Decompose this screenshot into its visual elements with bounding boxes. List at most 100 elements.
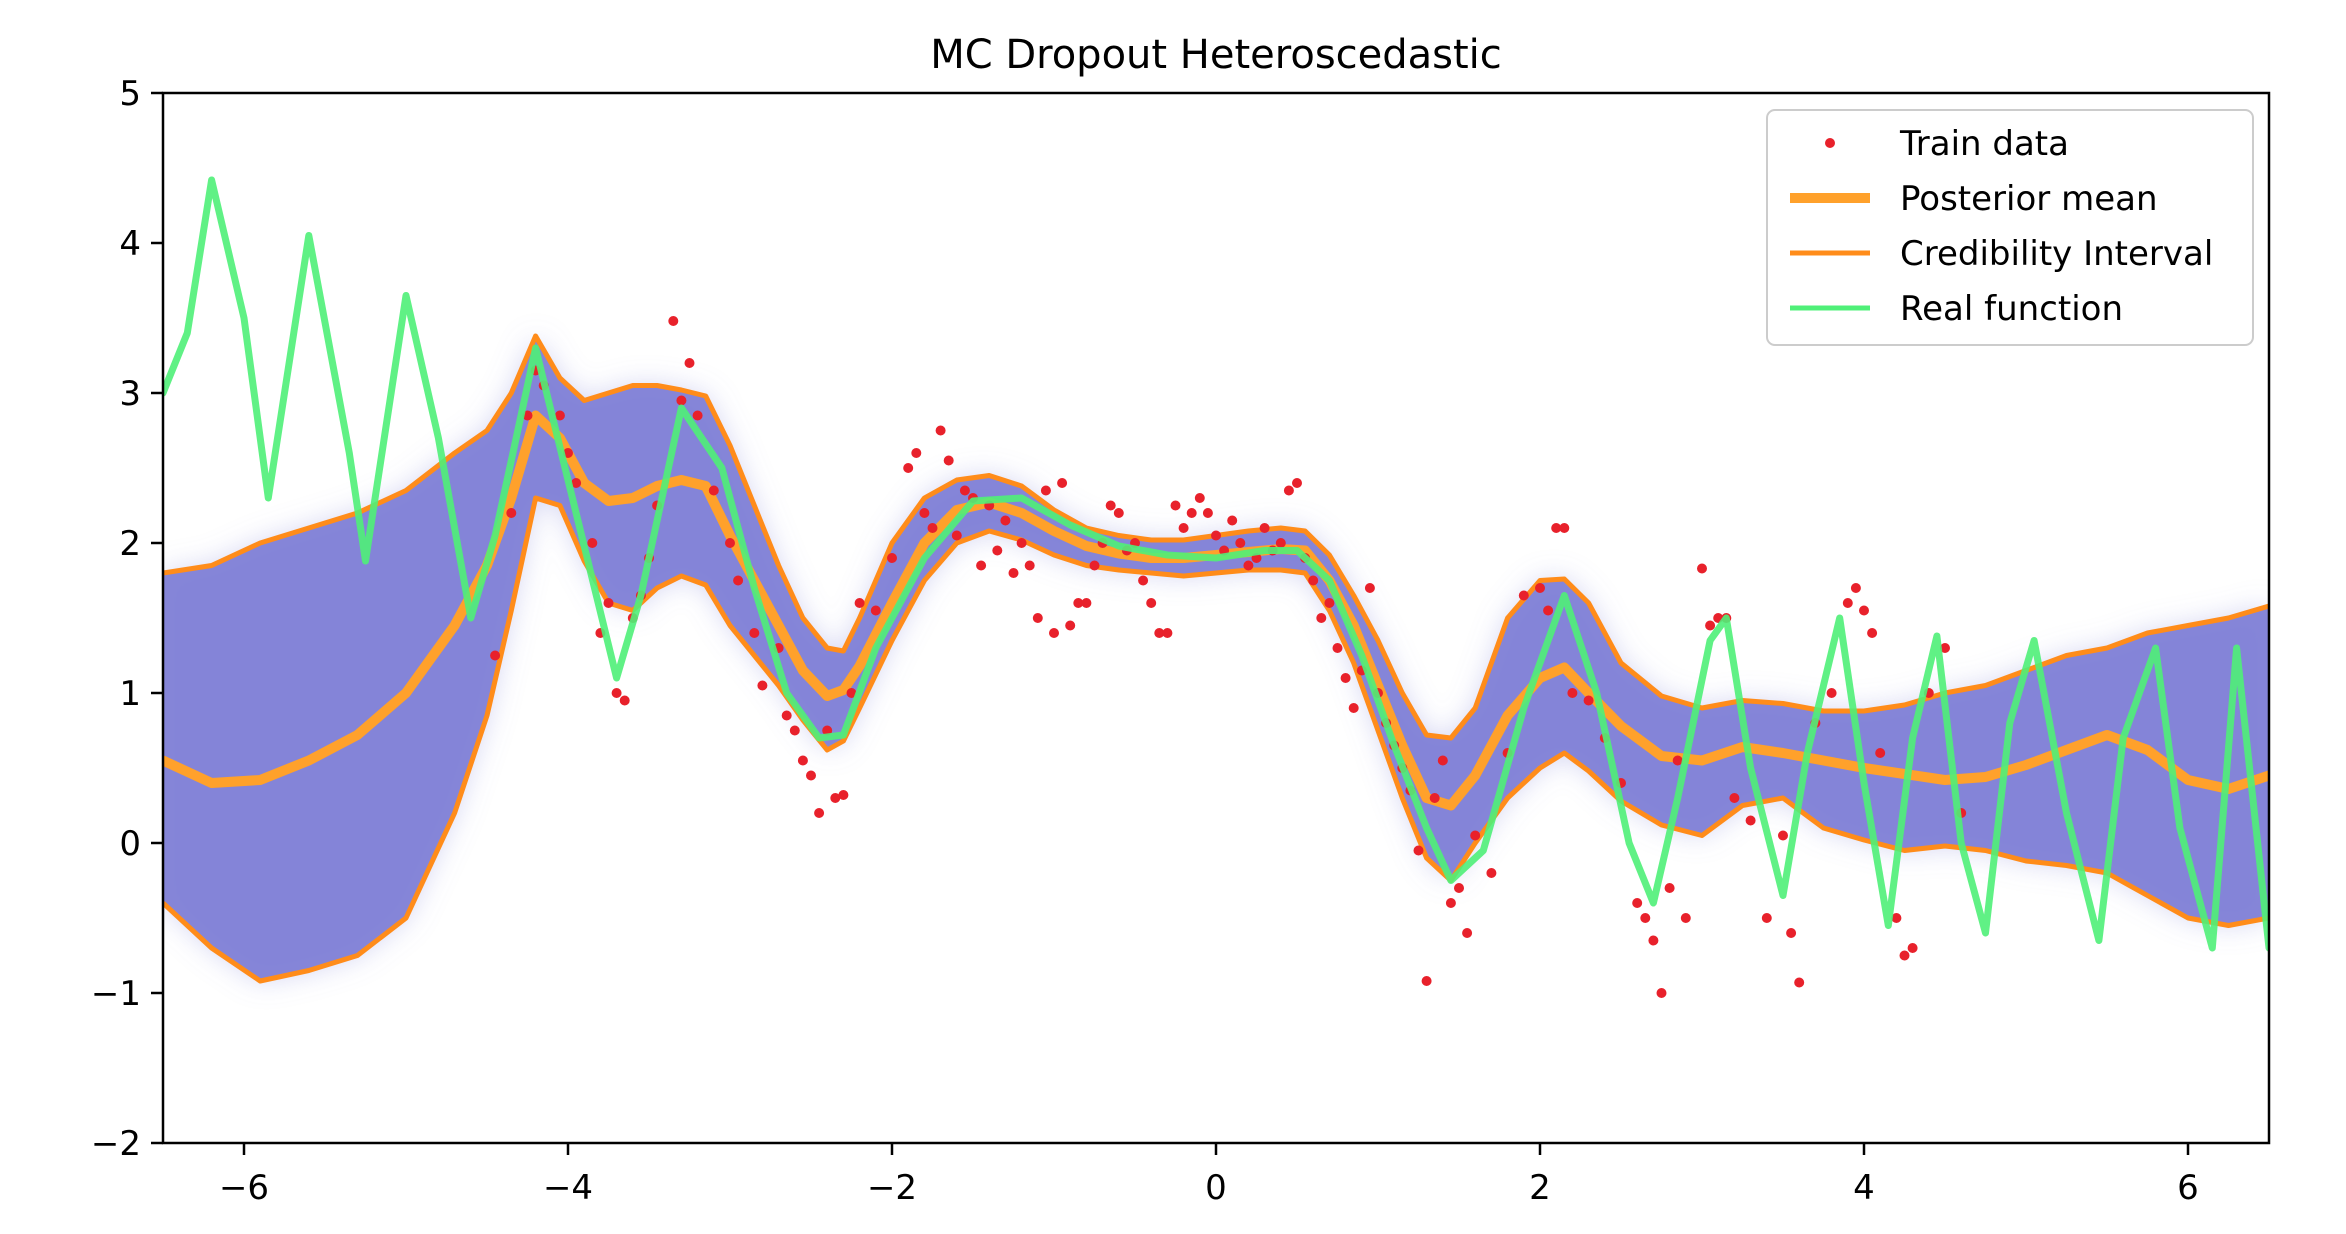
- y-tick-label: −1: [91, 974, 141, 1014]
- legend-item: Real function: [1790, 289, 2123, 329]
- train-data-point: [1648, 935, 1659, 946]
- legend: Train data Posterior mean Credibility Inte…: [1766, 109, 2254, 346]
- train-data-point: [1745, 815, 1756, 826]
- train-data-point: [1850, 583, 1861, 593]
- train-data-point: [619, 695, 630, 706]
- train-data-point: [571, 478, 582, 488]
- train-data-point: [1324, 598, 1335, 608]
- train-data-point: [1194, 493, 1205, 503]
- train-data-point: [1470, 830, 1481, 841]
- train-data-point: [1364, 583, 1375, 593]
- y-tick-label: 2: [119, 524, 141, 564]
- train-data-point: [903, 463, 914, 473]
- y-tick-label: 5: [119, 74, 141, 114]
- train-data-point: [611, 688, 622, 698]
- train-data-point: [1413, 845, 1424, 856]
- x-tick-label: 0: [1205, 1168, 1227, 1208]
- train-data-point: [708, 485, 719, 496]
- train-data-point: [911, 448, 922, 458]
- x-tick-label: 4: [1853, 1168, 1875, 1208]
- train-data-point: [838, 790, 849, 800]
- train-data-point: [919, 508, 930, 518]
- train-data-point: [1697, 563, 1707, 574]
- train-data-point: [1664, 883, 1675, 893]
- legend-item: Posterior mean: [1790, 179, 2158, 219]
- legend-label: Real function: [1900, 289, 2123, 329]
- train-data-point: [506, 508, 517, 518]
- train-data-point: [725, 538, 735, 548]
- train-data-point: [1786, 928, 1797, 938]
- real-function-line: [163, 176, 2269, 952]
- train-data-point: [1940, 643, 1950, 653]
- train-data-point: [1567, 688, 1578, 698]
- train-data-point: [1008, 568, 1019, 578]
- train-data-point: [943, 455, 954, 466]
- train-data-point: [1543, 605, 1554, 616]
- credibility-interval-upper-line: [163, 333, 2269, 741]
- legend-box: [1766, 109, 2254, 346]
- train-data-point: [1105, 500, 1116, 511]
- train-data-point: [1672, 755, 1683, 766]
- train-data-point: [822, 725, 833, 736]
- posterior-band: [163, 336, 2269, 981]
- train-data-point: [1154, 628, 1165, 638]
- train-data-point: [814, 808, 825, 818]
- train-data-point: [1275, 538, 1286, 548]
- train-data-point: [1348, 703, 1359, 713]
- train-data-point: [1867, 628, 1878, 638]
- legend-item: Train data: [1825, 124, 2069, 164]
- train-data-point: [1000, 515, 1011, 526]
- train-data-point: [1875, 748, 1886, 758]
- legend-marker: [1825, 138, 1835, 148]
- train-data-point: [1705, 620, 1716, 631]
- train-data-point: [1316, 613, 1327, 623]
- y-tick-label: 1: [119, 674, 141, 714]
- train-data-point: [490, 650, 501, 661]
- x-axis: −6 −4 −2 0 2 4 6: [219, 1143, 2199, 1208]
- train-data-point: [1243, 560, 1254, 571]
- train-data-point: [1907, 943, 1918, 953]
- train-data-point: [1535, 583, 1545, 593]
- train-data-point: [1146, 598, 1157, 608]
- train-data-point: [1559, 523, 1570, 533]
- train-data-point: [1227, 515, 1238, 526]
- train-data-point: [1632, 898, 1643, 908]
- train-data-point: [1162, 628, 1173, 638]
- train-data-point: [1178, 523, 1189, 533]
- legend-label: Credibility Interval: [1900, 234, 2213, 274]
- train-data-point: [1211, 530, 1221, 541]
- legend-label: Posterior mean: [1900, 179, 2158, 219]
- train-data-point: [1113, 508, 1124, 518]
- train-data-point: [1259, 523, 1270, 533]
- train-data-point: [1794, 977, 1805, 988]
- train-data-point: [1656, 988, 1667, 998]
- train-data-point: [1202, 508, 1213, 518]
- train-data-point: [684, 358, 695, 368]
- x-tick-label: −6: [219, 1168, 269, 1208]
- train-data-point: [797, 755, 808, 766]
- train-data-point: [1842, 598, 1853, 608]
- train-data-point: [1899, 950, 1910, 961]
- train-data-point: [1138, 575, 1149, 586]
- train-data-point: [1551, 523, 1562, 533]
- train-data-group: [490, 316, 1967, 998]
- train-data-point: [1445, 898, 1456, 908]
- train-data-point: [806, 770, 816, 781]
- train-data-point: [554, 410, 565, 421]
- train-data-point: [1170, 500, 1181, 511]
- train-data-point: [1454, 883, 1464, 893]
- y-tick-label: 3: [119, 374, 141, 414]
- train-data-point: [887, 553, 897, 563]
- legend-label: Train data: [1899, 124, 2069, 164]
- credibility-interval-group: [163, 333, 2269, 984]
- train-data-point: [1518, 590, 1529, 601]
- train-data-point: [1073, 598, 1084, 608]
- train-data-point: [1032, 613, 1043, 623]
- train-data-point: [1057, 478, 1068, 488]
- train-data-point: [1049, 628, 1059, 638]
- train-data-point: [1583, 695, 1594, 706]
- train-data-point: [1826, 688, 1837, 698]
- train-data-point: [992, 545, 1003, 556]
- y-tick-label: 4: [119, 224, 141, 264]
- train-data-point: [757, 680, 768, 691]
